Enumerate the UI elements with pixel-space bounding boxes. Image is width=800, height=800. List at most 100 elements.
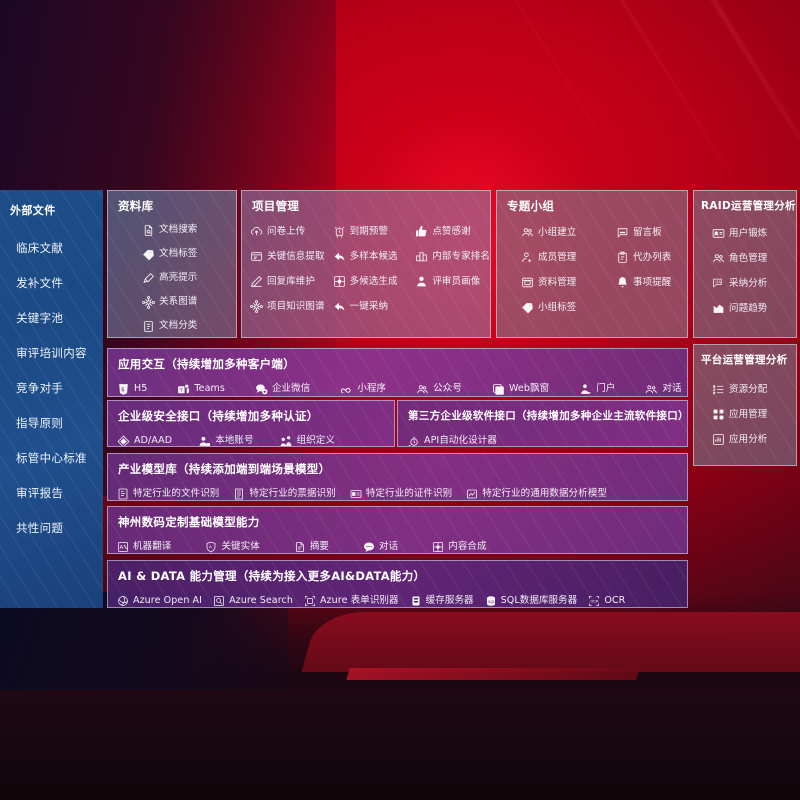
kb-item-highlight-tip[interactable]: 高亮提示 bbox=[108, 266, 236, 290]
bm-item-label: 关键实体 bbox=[221, 541, 260, 553]
pm-item-one-click-adopt[interactable]: 一键采纳 bbox=[325, 294, 408, 319]
summary-doc-icon bbox=[294, 541, 306, 553]
panel-title: RAID运营管理分析 bbox=[701, 200, 796, 212]
ai-item-dialog[interactable]: 对话 bbox=[645, 379, 682, 396]
kb-item-relation-graph[interactable]: 关系图谱 bbox=[108, 290, 236, 314]
ad-item-label: 缓存服务器 bbox=[425, 595, 474, 607]
pm-item-label: 多候选生成 bbox=[349, 275, 398, 287]
kb-item-document-search[interactable]: 文档搜索 bbox=[108, 218, 236, 242]
tg-item-todo-list[interactable]: 代办列表 bbox=[592, 245, 687, 270]
raid-item-adoption-analysis[interactable]: QA 采纳分析 bbox=[694, 271, 796, 296]
sidebar-item-clinical-literature[interactable]: 临床文献 bbox=[0, 230, 103, 265]
sidebar-item-list: 临床文献 发补文件 关键字池 审评培训内容 竞争对手 指导原则 标管中心标准 审… bbox=[0, 230, 103, 545]
pm-item-project-knowledge-graph[interactable]: 项目知识图谱 bbox=[242, 294, 325, 319]
ai-item-web-window[interactable]: Web飘窗 bbox=[492, 379, 550, 396]
app-interaction-item-list: 5 H5 T Teams 企业微信 小程序 公众号 Web飘窗 bbox=[108, 376, 687, 396]
tg-item-label: 留言板 bbox=[633, 226, 662, 238]
sec-item-local-account[interactable]: 本地账号 bbox=[198, 431, 254, 446]
raid-item-issue-trend[interactable]: 问题趋势 bbox=[694, 296, 796, 321]
tp-item-api-designer[interactable]: API自动化设计器 bbox=[407, 431, 497, 446]
kb-item-label: 高亮提示 bbox=[159, 272, 198, 284]
sec-item-org-definition[interactable]: 组织定义 bbox=[280, 431, 335, 447]
bell-icon bbox=[616, 276, 629, 289]
tg-item-group-creation[interactable]: 小组建立 bbox=[497, 220, 592, 245]
ai-item-wecom[interactable]: 企业微信 bbox=[255, 379, 310, 396]
im-item-file-recognition[interactable]: 特定行业的文件识别 bbox=[117, 484, 219, 500]
bm-item-machine-translation[interactable]: A 机器翻译 bbox=[117, 537, 171, 553]
tag-icon bbox=[521, 301, 534, 314]
plat-item-app-management[interactable]: 应用管理 bbox=[694, 402, 796, 427]
pm-item-expiry-alert[interactable]: 到期预警 bbox=[325, 219, 408, 244]
pm-item-reply-library-maintenance[interactable]: 回复库维护 bbox=[242, 269, 325, 294]
sidebar-item-common-issues[interactable]: 共性问题 bbox=[0, 510, 103, 545]
tg-item-material-management[interactable]: 资料管理 bbox=[497, 270, 592, 295]
sidebar-item-competitors[interactable]: 竞争对手 bbox=[0, 370, 103, 405]
sidebar-item-label: 竞争对手 bbox=[16, 380, 64, 395]
org-definition-icon bbox=[280, 435, 293, 447]
thumbs-up-icon bbox=[415, 225, 428, 238]
ad-item-ocr[interactable]: OCR OCR bbox=[588, 591, 625, 607]
tg-item-message-board[interactable]: 留言板 bbox=[592, 220, 687, 245]
pm-item-like-thanks[interactable]: 点赞感谢 bbox=[407, 219, 490, 244]
sidebar-item-review-report[interactable]: 审评报告 bbox=[0, 475, 103, 510]
pm-item-multi-sample-candidate[interactable]: 多样本候选 bbox=[325, 244, 408, 269]
im-item-id-recognition[interactable]: 特定行业的证件识别 bbox=[350, 484, 452, 500]
pm-item-questionnaire-upload[interactable]: 问卷上传 bbox=[242, 219, 325, 244]
tg-item-event-reminder[interactable]: 事项提醒 bbox=[592, 270, 687, 295]
plat-item-resource-allocation[interactable]: 资源分配 bbox=[694, 377, 796, 402]
pm-item-internal-expert-ranking[interactable]: 内部专家排名 bbox=[407, 244, 490, 269]
plat-item-app-analysis[interactable]: 应用分析 bbox=[694, 427, 796, 452]
bm-item-dialog[interactable]: 对话 bbox=[363, 537, 398, 553]
ai-item-teams[interactable]: T Teams bbox=[177, 379, 225, 396]
ad-item-cache-server[interactable]: 缓存服务器 bbox=[410, 591, 474, 607]
analysis-square-icon bbox=[712, 433, 725, 446]
ai-item-h5[interactable]: 5 H5 bbox=[117, 379, 148, 396]
ad-item-sql-database[interactable]: SQL SQL数据库服务器 bbox=[485, 591, 578, 607]
external-files-sidebar: 外部文件 临床文献 发补文件 关键字池 审评培训内容 竞争对手 指导原则 标管中… bbox=[0, 190, 103, 608]
tg-item-member-management[interactable]: 成员管理 bbox=[497, 245, 592, 270]
platform-analysis-panel: 平台运营管理分析 资源分配 应用管理 应用分析 bbox=[693, 344, 797, 466]
kb-item-document-tag[interactable]: 文档标签 bbox=[108, 242, 236, 266]
panel-title: AI & DATA 能力管理（持续为接入更多AI&DATA能力） bbox=[118, 569, 426, 583]
bm-item-summary[interactable]: 摘要 bbox=[294, 537, 329, 553]
panel-title: 神州数码定制基础模型能力 bbox=[118, 515, 260, 529]
bm-item-content-synthesis[interactable]: 内容合成 bbox=[432, 537, 487, 553]
merge-icon bbox=[432, 541, 444, 553]
arrow-back-icon bbox=[333, 250, 346, 263]
raid-item-role-management[interactable]: 角色管理 bbox=[694, 246, 796, 271]
ai-item-miniprogram[interactable]: 小程序 bbox=[340, 379, 386, 396]
official-account-icon bbox=[416, 383, 429, 396]
third-party-software-panel: 第三方企业级软件接口（持续增加多种企业主流软件接口） API自动化设计器 bbox=[397, 400, 688, 447]
pm-item-key-info-extraction[interactable]: 关键信息提取 bbox=[242, 244, 325, 269]
tg-item-group-tag[interactable]: 小组标签 bbox=[497, 295, 592, 320]
pm-item-reviewer-profile[interactable]: 评审员画像 bbox=[407, 269, 490, 294]
pm-item-multi-candidate-generation[interactable]: 多候选生成 bbox=[325, 269, 408, 294]
sidebar-item-keyword-pool[interactable]: 关键字池 bbox=[0, 300, 103, 335]
knowledge-base-item-list: 文档搜索 文档标签 高亮提示 关系图谱 文档分类 bbox=[108, 218, 236, 337]
ad-item-azure-openai[interactable]: Azure Open AI bbox=[117, 591, 202, 607]
sidebar-item-standards-center[interactable]: 标管中心标准 bbox=[0, 440, 103, 475]
sec-item-ad-aad[interactable]: AD/AAD bbox=[117, 431, 172, 446]
im-item-receipt-recognition[interactable]: 特定行业的票据识别 bbox=[233, 484, 336, 500]
ai-item-label: Web飘窗 bbox=[508, 383, 550, 395]
im-item-data-analysis-model[interactable]: 特定行业的通用数据分析模型 bbox=[466, 484, 607, 500]
panel-title: 项目管理 bbox=[252, 199, 300, 213]
panel-title: 专题小组 bbox=[507, 199, 555, 213]
sidebar-item-supplementary-files[interactable]: 发补文件 bbox=[0, 265, 103, 300]
ai-item-portal[interactable]: 门户 bbox=[579, 379, 615, 396]
sidebar-item-review-training[interactable]: 审评培训内容 bbox=[0, 335, 103, 370]
ad-item-azure-search[interactable]: Azure Search bbox=[213, 591, 293, 607]
bm-item-key-entity[interactable]: A 关键实体 bbox=[205, 537, 260, 553]
ad-item-form-recognizer[interactable]: Azure 表单识别器 bbox=[304, 591, 399, 607]
ai-item-label: H5 bbox=[134, 383, 148, 395]
portal-icon bbox=[579, 383, 592, 396]
ai-item-official-account[interactable]: 公众号 bbox=[416, 379, 462, 396]
raid-item-user-training[interactable]: 用户锻炼 bbox=[694, 221, 796, 246]
panel-title: 资料库 bbox=[118, 199, 154, 213]
raid-item-label: 采纳分析 bbox=[729, 277, 768, 289]
panel-title: 企业级安全接口（持续增加多种认证） bbox=[118, 409, 319, 423]
kb-item-document-category[interactable]: 文档分类 bbox=[108, 314, 236, 337]
trend-chart-icon bbox=[712, 302, 725, 315]
sidebar-item-guidelines[interactable]: 指导原则 bbox=[0, 405, 103, 440]
svg-text:5: 5 bbox=[121, 387, 124, 393]
